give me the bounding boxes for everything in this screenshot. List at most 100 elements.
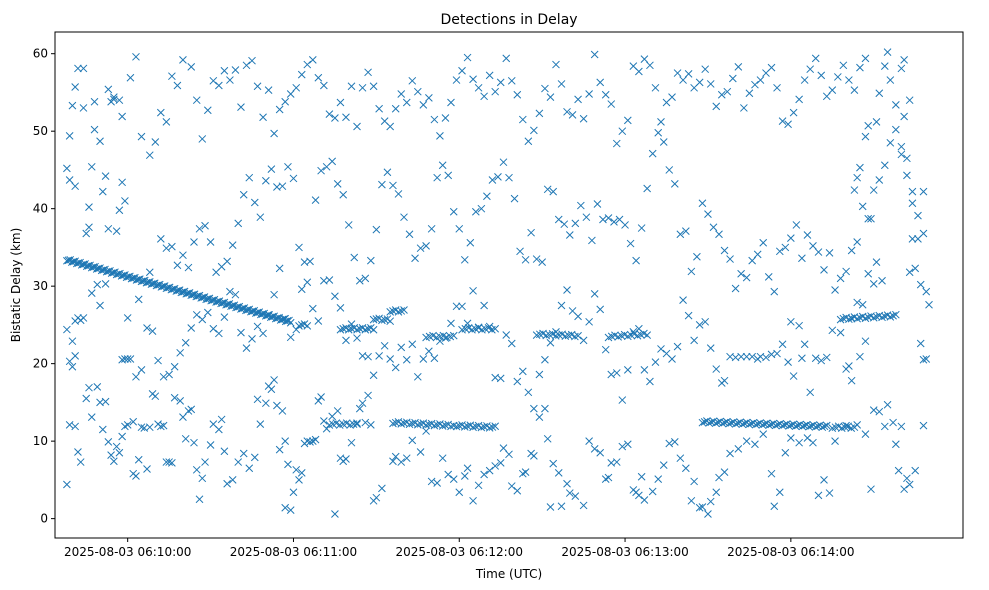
data-point (170, 393, 179, 402)
data-point (886, 312, 895, 321)
data-point (911, 466, 920, 475)
data-point (297, 70, 306, 79)
data-point (795, 321, 803, 330)
data-point (922, 287, 931, 296)
data-point (121, 197, 129, 205)
data-point (549, 459, 558, 468)
data-point (847, 246, 856, 255)
data-point (297, 469, 306, 477)
data-point (292, 325, 301, 334)
data-point (784, 358, 792, 366)
data-point (700, 417, 709, 426)
data-point (814, 491, 823, 500)
data-point (278, 407, 287, 415)
data-point (775, 247, 784, 256)
data-point (275, 105, 284, 114)
data-point (452, 422, 461, 431)
data-point (400, 306, 408, 314)
data-point (317, 393, 325, 401)
data-point (774, 420, 782, 429)
data-point (706, 344, 715, 353)
data-point (295, 243, 303, 252)
data-point (811, 54, 820, 63)
data-point (436, 131, 444, 140)
data-point (502, 331, 511, 339)
data-point (264, 86, 273, 94)
data-point (794, 421, 802, 430)
data-point (585, 437, 593, 445)
data-point (778, 421, 787, 430)
data-point (306, 438, 314, 446)
chart-title: Detections in Delay (440, 12, 577, 28)
data-point (903, 171, 911, 180)
data-point (237, 103, 245, 112)
data-point (726, 449, 734, 458)
data-point (87, 289, 96, 297)
data-point (118, 112, 127, 121)
data-point (785, 422, 793, 430)
data-point (380, 341, 389, 350)
data-point (814, 422, 822, 430)
data-point (535, 370, 544, 379)
data-point (137, 423, 146, 432)
data-point (845, 362, 853, 370)
data-point (751, 80, 759, 89)
data-point (518, 115, 527, 124)
data-point (485, 71, 494, 80)
data-point (673, 69, 682, 77)
data-point (839, 61, 848, 70)
data-point (811, 423, 820, 431)
data-point (770, 502, 779, 511)
data-point (132, 472, 140, 480)
data-point (546, 503, 555, 511)
data-point (372, 225, 381, 234)
y-tick-label: 60 (33, 47, 48, 61)
data-point (496, 78, 505, 87)
data-point (104, 438, 113, 446)
data-point (695, 503, 704, 512)
data-point (104, 224, 113, 233)
data-point (328, 157, 337, 166)
data-point (342, 113, 350, 122)
data-point (449, 475, 458, 483)
data-point (676, 454, 685, 463)
data-point (485, 424, 494, 432)
data-point (179, 56, 187, 64)
data-point (654, 475, 663, 483)
data-point (861, 337, 870, 346)
data-point (469, 286, 477, 295)
data-point (228, 241, 237, 249)
x-tick-label: 2025-08-03 06:13:00 (561, 545, 688, 559)
data-point (507, 482, 516, 490)
data-point (751, 440, 759, 449)
data-point (767, 420, 776, 429)
data-point (809, 242, 817, 250)
data-point (427, 224, 436, 233)
data-point (126, 73, 135, 82)
data-point (759, 238, 768, 247)
data-point (908, 187, 917, 196)
data-point (477, 204, 486, 213)
data-point (891, 100, 900, 109)
data-point (784, 120, 792, 129)
data-point (491, 422, 500, 431)
data-point (535, 413, 544, 421)
data-point (905, 480, 914, 489)
data-point (889, 311, 897, 320)
data-point (347, 438, 356, 447)
data-point (543, 434, 552, 443)
data-point (563, 479, 571, 488)
data-point (444, 470, 453, 479)
data-point (875, 407, 884, 416)
data-point (242, 61, 251, 70)
data-point (331, 510, 339, 518)
data-point (861, 430, 870, 439)
data-point (867, 214, 875, 223)
data-point (822, 353, 831, 362)
data-point (731, 420, 740, 428)
data-point (494, 173, 502, 181)
data-point (267, 385, 276, 394)
data-point (308, 56, 317, 64)
data-point (612, 369, 621, 377)
data-point (452, 302, 461, 311)
